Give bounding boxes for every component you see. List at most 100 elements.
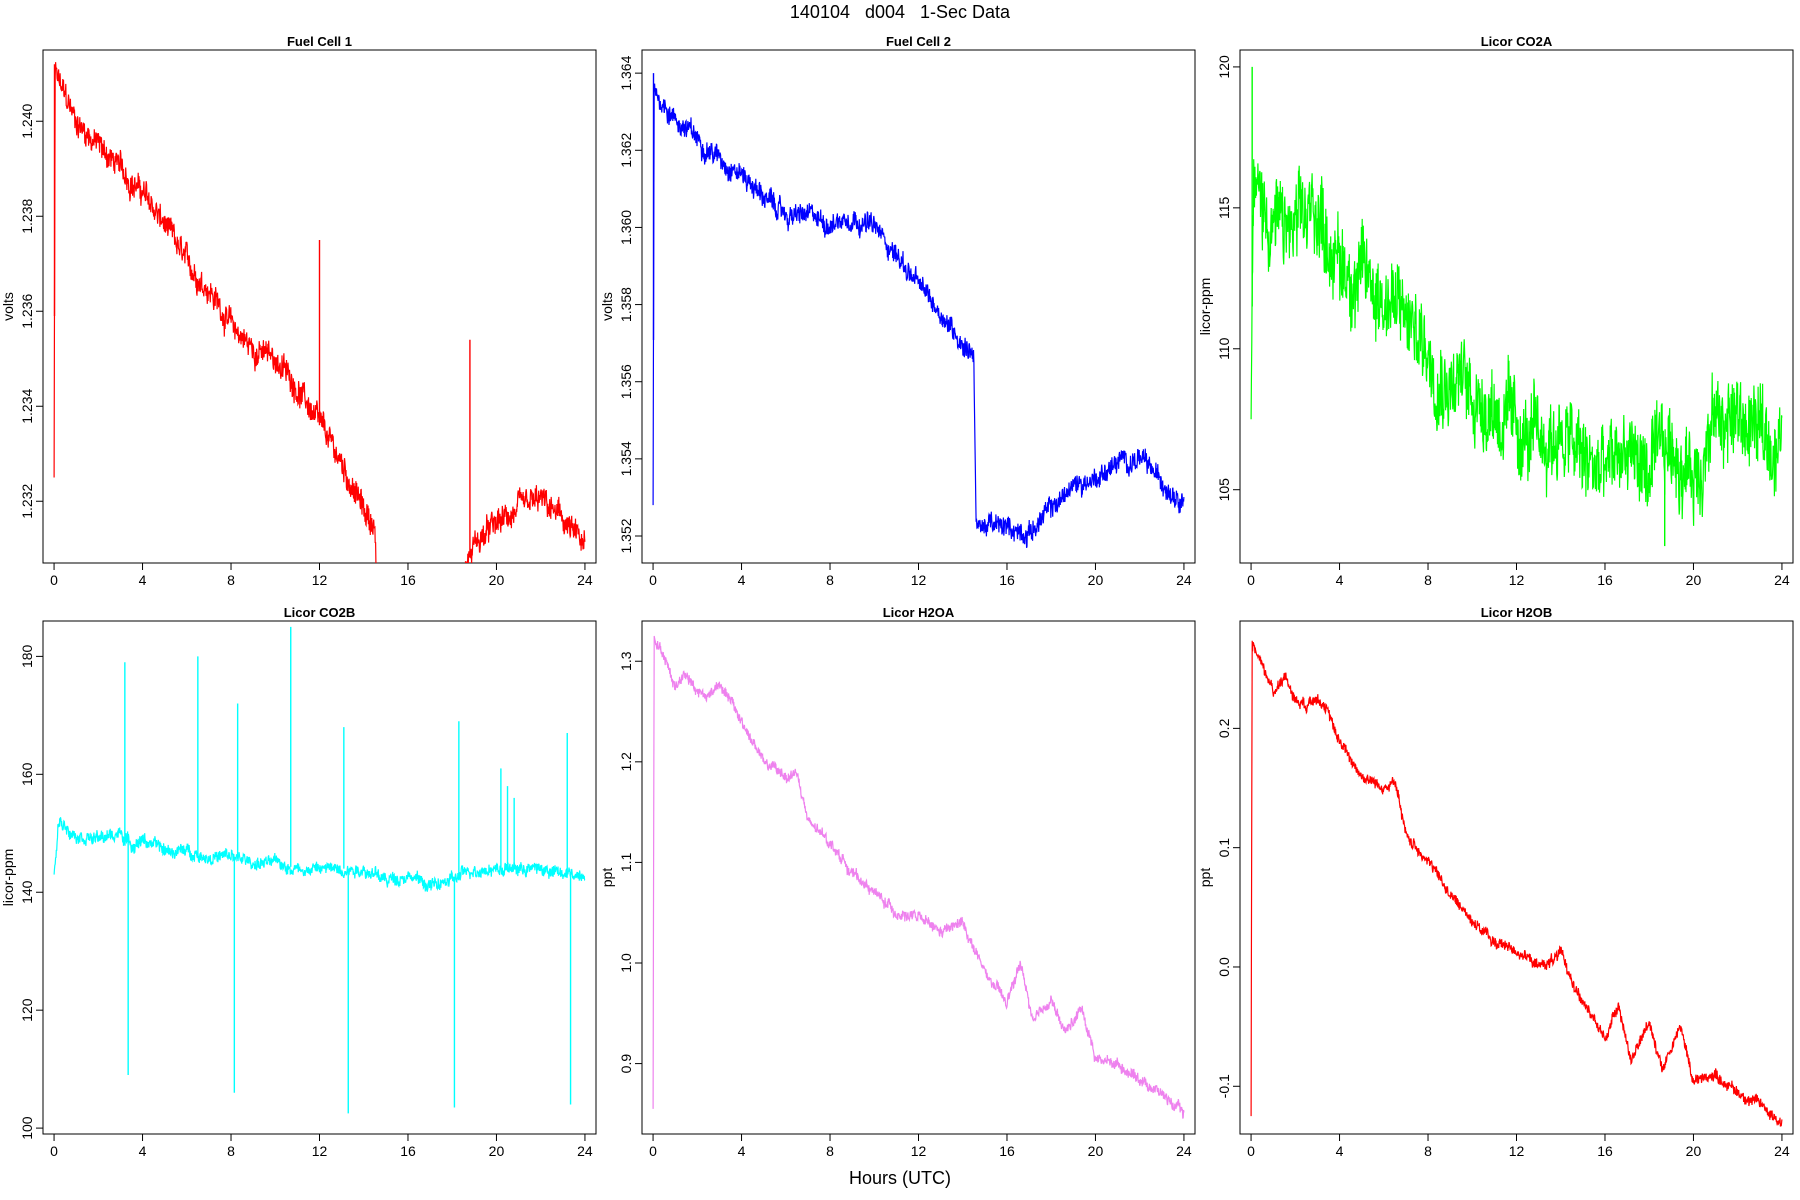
x-tick-label: 8	[1424, 1143, 1432, 1159]
x-tick-label: 20	[1088, 1143, 1104, 1159]
y-tick-label: 1.356	[618, 364, 634, 399]
x-tick-label: 24	[1774, 572, 1790, 588]
x-tick-label: 24	[1176, 1143, 1192, 1159]
x-tick-label: 0	[50, 1143, 58, 1159]
y-tick-label: 160	[19, 762, 35, 786]
y-tick-label: 115	[1216, 196, 1232, 219]
x-tick-label: 12	[1509, 572, 1525, 588]
x-tick-label: 24	[577, 572, 593, 588]
y-tick-label: 1.0	[618, 953, 634, 973]
chart-panel-6: Licor H2OB ppt 0 4 8 12 16 20 24 -0.1 0.0 0.1 0.2	[1197, 605, 1794, 1159]
x-tick-label: 12	[312, 572, 328, 588]
panel-title: Licor CO2B	[284, 605, 356, 620]
y-tick-label: 0.2	[1216, 718, 1232, 738]
x-tick-label: 0	[649, 1143, 657, 1159]
plot-frame	[1239, 49, 1794, 564]
x-tick-label: 16	[400, 572, 416, 588]
y-tick-label: 110	[1216, 337, 1232, 360]
x-tick-label: 8	[227, 1143, 235, 1159]
panel-title: Fuel Cell 1	[287, 34, 352, 49]
x-tick-label: 4	[738, 1143, 746, 1159]
y-tick-label: 1.354	[618, 441, 634, 476]
y-axis-label: licor-ppm	[0, 849, 16, 907]
y-tick-label: 180	[19, 644, 35, 668]
panel-title: Fuel Cell 2	[886, 34, 951, 49]
series-line	[1250, 640, 1783, 1127]
y-tick-label: 1.1	[618, 852, 634, 872]
chart-panel-3: Licor CO2A licor-ppm 0 4 8 12 16 20 24 105 110 115 1…	[1197, 34, 1794, 588]
x-axis-label: Hours (UTC)	[849, 1168, 951, 1188]
x-tick-label: 20	[1088, 572, 1104, 588]
y-axis-label: volts	[599, 292, 615, 321]
x-tick-label: 12	[312, 1143, 328, 1159]
chart-panel-5: Licor H2OA ppt 0 4 8 12 16 20 24 0.9 1.0 1.1 1.2 1.3	[599, 605, 1196, 1159]
y-axis-label: ppt	[1197, 868, 1213, 888]
x-tick-label: 24	[1176, 572, 1192, 588]
series-line	[53, 817, 586, 892]
x-tick-label: 8	[227, 572, 235, 588]
x-tick-label: 8	[1424, 572, 1432, 588]
y-tick-label: -0.1	[1216, 1074, 1232, 1098]
x-tick-label: 16	[400, 1143, 416, 1159]
plot-frame	[42, 620, 597, 1135]
x-tick-label: 0	[50, 572, 58, 588]
chart-panel-4: Licor CO2B licor-ppm 0 4 8 12 16 20 24 100 120 140 1…	[0, 605, 597, 1159]
panel-title: Licor CO2A	[1481, 34, 1553, 49]
chart-panel-1: Fuel Cell 1 volts 0 4 8 12 16 20 24 1.232 1.234 1.2…	[0, 34, 597, 588]
series-line	[1250, 159, 1783, 526]
x-tick-label: 16	[999, 1143, 1015, 1159]
x-tick-label: 4	[1336, 1143, 1344, 1159]
plot-frame	[1239, 620, 1794, 1135]
x-tick-label: 20	[1686, 572, 1702, 588]
x-tick-label: 20	[489, 1143, 505, 1159]
x-tick-label: 16	[1597, 1143, 1613, 1159]
y-axis-label: volts	[0, 292, 16, 321]
x-tick-label: 0	[1247, 572, 1255, 588]
y-tick-label: 1.238	[19, 199, 35, 234]
y-tick-label: 1.364	[618, 55, 634, 90]
x-tick-label: 12	[911, 572, 927, 588]
y-tick-label: 120	[19, 998, 35, 1022]
y-tick-label: 1.352	[618, 518, 634, 553]
y-tick-label: 120	[1216, 55, 1232, 79]
panel-title: Licor H2OA	[883, 605, 955, 620]
plot-frame	[641, 620, 1196, 1135]
x-tick-label: 0	[1247, 1143, 1255, 1159]
y-tick-label: 1.240	[19, 104, 35, 139]
x-tick-label: 16	[1597, 572, 1613, 588]
x-tick-label: 20	[489, 572, 505, 588]
y-tick-label: 1.360	[618, 210, 634, 245]
y-tick-label: 0.1	[1216, 838, 1232, 858]
y-tick-label: 0.0	[1216, 957, 1232, 977]
figure-title: 140104 d004 1-Sec Data	[789, 2, 1011, 22]
y-tick-label: 140	[19, 880, 35, 904]
y-axis-label: licor-ppm	[1197, 278, 1213, 336]
x-tick-label: 4	[139, 572, 147, 588]
y-tick-label: 1.2	[618, 752, 634, 772]
x-tick-label: 4	[738, 572, 746, 588]
y-tick-label: 1.358	[618, 287, 634, 322]
y-tick-label: 1.3	[618, 651, 634, 671]
y-tick-label: 1.362	[618, 133, 634, 168]
y-axis-label: ppt	[599, 868, 615, 888]
plot-frame	[641, 49, 1196, 564]
x-tick-label: 8	[826, 572, 834, 588]
y-tick-label: 1.234	[19, 389, 35, 424]
x-tick-label: 24	[577, 1143, 593, 1159]
x-tick-label: 24	[1774, 1143, 1790, 1159]
panel-title: Licor H2OB	[1481, 605, 1553, 620]
x-tick-label: 4	[1336, 572, 1344, 588]
y-tick-label: 1.236	[19, 294, 35, 329]
x-tick-label: 16	[999, 572, 1015, 588]
x-tick-label: 8	[826, 1143, 834, 1159]
y-tick-label: 100	[19, 1116, 35, 1140]
chart-panel-2: Fuel Cell 2 volts 0 4 8 12 16 20 24 1.352 1.354 1.3…	[599, 34, 1196, 588]
x-tick-label: 0	[649, 572, 657, 588]
y-tick-label: 0.9	[618, 1054, 634, 1074]
y-tick-label: 1.232	[19, 484, 35, 519]
series-line	[652, 635, 1185, 1119]
x-tick-label: 12	[1509, 1143, 1525, 1159]
x-tick-label: 12	[911, 1143, 927, 1159]
